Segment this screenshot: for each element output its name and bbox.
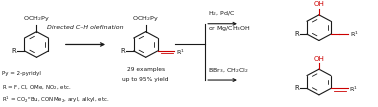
Text: R$^1$: R$^1$ [349,85,358,94]
Text: R: R [11,48,16,54]
Text: up to 95% yield: up to 95% yield [122,77,169,82]
Text: OCH$_2$Py: OCH$_2$Py [132,14,159,23]
Text: R: R [121,48,125,54]
Text: or Mg/CH$_3$OH: or Mg/CH$_3$OH [208,24,251,33]
Text: R$^1$ = CO$_2$$^n$Bu, CONMe$_2$, aryl, alkyl, etc.: R$^1$ = CO$_2$$^n$Bu, CONMe$_2$, aryl, a… [2,95,109,105]
Text: R: R [294,31,299,37]
Text: R = F, Cl, OMe, NO$_2$, etc.: R = F, Cl, OMe, NO$_2$, etc. [2,83,71,92]
Text: R$^1$: R$^1$ [350,29,359,39]
Text: R$^1$: R$^1$ [176,47,185,57]
Text: OH: OH [313,1,324,7]
Text: R: R [294,85,299,91]
Text: H$_2$, Pd/C: H$_2$, Pd/C [208,9,235,18]
Text: BBr$_3$, CH$_2$Cl$_2$: BBr$_3$, CH$_2$Cl$_2$ [208,66,248,75]
Text: Py = 2-pyridyl: Py = 2-pyridyl [2,71,41,76]
Text: Directed C–H olefination: Directed C–H olefination [47,25,124,30]
Text: OH: OH [313,56,324,62]
Text: 29 examples: 29 examples [127,67,165,72]
Text: OCH$_2$Py: OCH$_2$Py [23,14,50,23]
